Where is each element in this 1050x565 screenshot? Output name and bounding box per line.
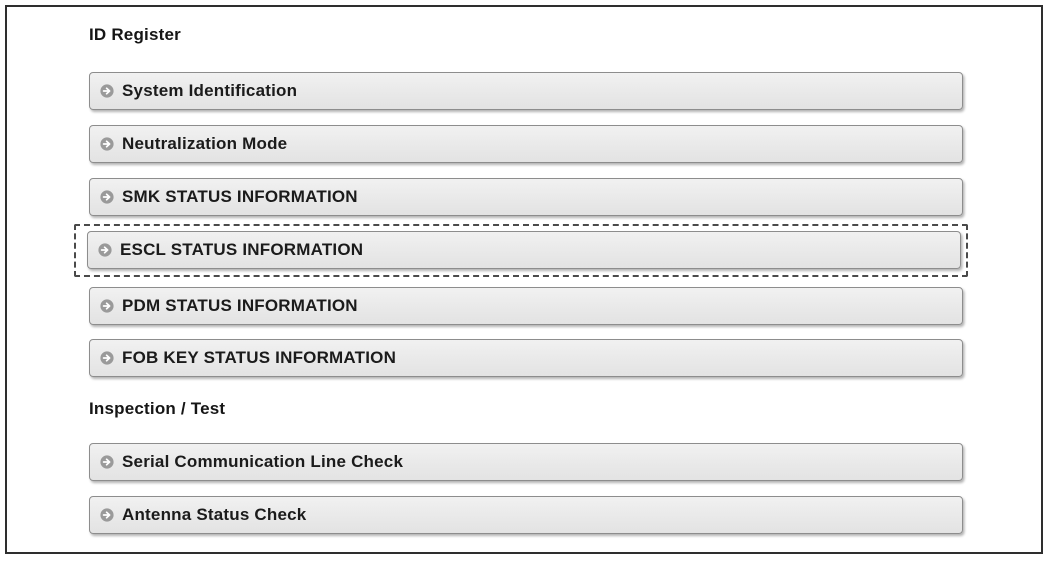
menu-button-serial-communication-line-check[interactable]: Serial Communication Line Check <box>89 443 963 481</box>
circle-arrow-right-icon <box>100 351 114 365</box>
menu-button-pdm-status-information[interactable]: PDM STATUS INFORMATION <box>89 287 963 325</box>
menu-button-label: FOB KEY STATUS INFORMATION <box>122 347 397 367</box>
menu-button-label: System Identification <box>122 80 298 100</box>
menu-button-label: SMK STATUS INFORMATION <box>122 186 358 206</box>
menu-button-label: Antenna Status Check <box>122 504 307 524</box>
menu-button-smk-status-information[interactable]: SMK STATUS INFORMATION <box>89 178 963 216</box>
section-heading-inspection-test: Inspection / Test <box>89 399 226 418</box>
menu-button-label: PDM STATUS INFORMATION <box>122 295 358 315</box>
circle-arrow-right-icon <box>100 137 114 151</box>
circle-arrow-right-icon <box>100 190 114 204</box>
circle-arrow-right-icon <box>100 455 114 469</box>
selection-outline: ESCL STATUS INFORMATION <box>74 224 968 277</box>
menu-button-label: Neutralization Mode <box>122 133 288 153</box>
menu-button-neutralization-mode[interactable]: Neutralization Mode <box>89 125 963 163</box>
circle-arrow-right-icon <box>100 84 114 98</box>
menu-button-fob-key-status-information[interactable]: FOB KEY STATUS INFORMATION <box>89 339 963 377</box>
menu-button-label: Serial Communication Line Check <box>122 451 404 471</box>
diagnostic-menu-panel: ID Register System Identification Neutra… <box>5 5 1043 554</box>
section-heading-id-register: ID Register <box>89 25 181 44</box>
menu-button-label: ESCL STATUS INFORMATION <box>120 239 364 259</box>
menu-button-system-identification[interactable]: System Identification <box>89 72 963 110</box>
menu-button-escl-status-information[interactable]: ESCL STATUS INFORMATION <box>87 231 961 269</box>
menu-button-antenna-status-check[interactable]: Antenna Status Check <box>89 496 963 534</box>
circle-arrow-right-icon <box>100 508 114 522</box>
circle-arrow-right-icon <box>100 299 114 313</box>
circle-arrow-right-icon <box>98 243 112 257</box>
